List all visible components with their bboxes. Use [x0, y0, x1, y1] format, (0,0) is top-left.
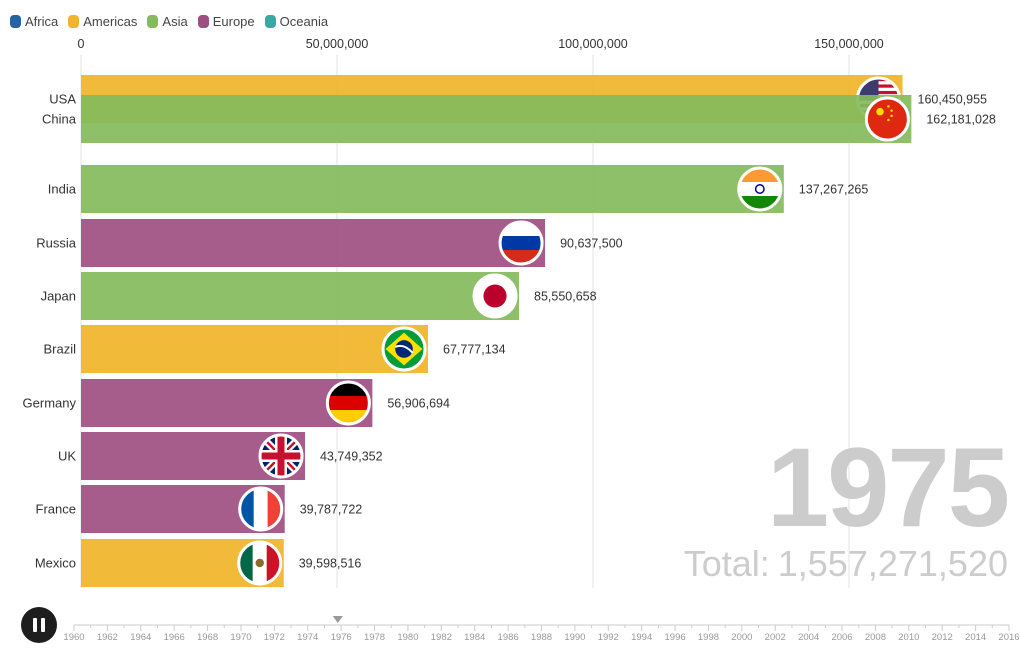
value-label: 56,906,694 [387, 397, 450, 411]
bars: USA 160,450,955 China 162,181,028 India 137,2… [23, 75, 996, 587]
legend-label: Africa [25, 13, 59, 29]
value-label: 67,777,134 [443, 343, 506, 357]
timeline-year-label: 1968 [197, 632, 218, 643]
timeline-year-label: 1970 [230, 632, 251, 643]
bar-chart: 0 50,000,000 100,000,000 150,000,000 USA 160,… [23, 37, 996, 588]
timeline-year-label: 2006 [831, 632, 852, 643]
value-label: 39,598,516 [299, 557, 362, 571]
bar-rect[interactable] [81, 272, 520, 320]
category-label: USA [49, 92, 76, 107]
category-label: Russia [36, 236, 77, 251]
timeline-year-label: 1974 [297, 632, 318, 643]
timeline-year-label: 1994 [631, 632, 652, 643]
current-year-label: 1975 [766, 425, 1010, 550]
timeline-year-label: 1998 [698, 632, 719, 643]
bar-brazil[interactable]: Brazil 67,777,134 [43, 325, 506, 373]
category-label: France [36, 502, 76, 517]
timeline-year-label: 2000 [731, 632, 752, 643]
bar-germany[interactable]: Germany 56,906,694 [23, 379, 450, 427]
legend-swatch [10, 14, 21, 28]
bar-uk[interactable]: UK 43,749,352 [58, 432, 383, 480]
total-prefix: Total: [683, 543, 770, 584]
category-label: Germany [23, 396, 77, 411]
timeline-year-label: 1966 [164, 632, 185, 643]
timeline-year-label: 1972 [264, 632, 285, 643]
x-tick-label: 150,000,000 [814, 37, 884, 51]
legend-label: Americas [83, 13, 138, 29]
legend-item-oceania[interactable]: Oceania [264, 13, 329, 29]
category-label: India [48, 182, 77, 197]
bar-china[interactable]: China 162,181,028 [42, 95, 996, 143]
bar-mexico[interactable]: Mexico 39,598,516 [35, 539, 362, 587]
value-label: 137,267,265 [799, 183, 869, 197]
bar-rect[interactable] [81, 165, 784, 213]
grid [80, 55, 850, 588]
timeline-year-label: 1996 [665, 632, 686, 643]
bar-japan[interactable]: Japan 85,550,658 [41, 272, 597, 320]
bar-rect[interactable] [81, 379, 373, 427]
category-label: UK [58, 449, 76, 464]
total-value: 1,557,271,520 [777, 543, 1008, 584]
bar-rect[interactable] [81, 325, 429, 373]
timeline-slider[interactable]: 1960 1962 1964 1966 1968 1970 1972 1974 1976 1978… [0, 610, 1020, 650]
category-label: Mexico [35, 556, 76, 571]
x-tick-label: 100,000,000 [558, 37, 628, 51]
legend: Africa Americas Asia Europe Oceania [10, 12, 328, 30]
legend-item-africa[interactable]: Africa [10, 14, 58, 29]
bar-rect[interactable] [81, 95, 912, 143]
category-label: Brazil [43, 342, 76, 357]
timeline-year-label: 1980 [397, 632, 418, 643]
x-tick-label: 50,000,000 [306, 37, 369, 51]
legend-swatch [264, 14, 276, 28]
timeline-year-label: 1960 [63, 632, 84, 643]
value-label: 39,787,722 [300, 503, 363, 517]
legend-swatch [147, 14, 159, 28]
timeline-year-label: 1988 [531, 632, 552, 643]
bar-india[interactable]: India 137,267,265 [48, 165, 869, 213]
legend-label: Asia [162, 13, 188, 29]
legend-label: Oceania [279, 13, 329, 29]
legend-label: Europe [212, 13, 255, 29]
value-label: 162,181,028 [926, 113, 996, 127]
value-label: 43,749,352 [320, 450, 383, 464]
pause-button[interactable] [21, 607, 57, 643]
timeline-year-label: 2010 [898, 632, 919, 643]
legend-item-europe[interactable]: Europe [197, 13, 255, 29]
legend-item-americas[interactable]: Americas [68, 14, 137, 29]
legend-swatch [197, 14, 209, 28]
timeline-year-label: 1982 [431, 632, 452, 643]
category-label: Japan [41, 289, 76, 304]
pause-icon-bar [41, 618, 45, 632]
timeline-year-label: 1992 [598, 632, 619, 643]
timeline-year-label: 2004 [798, 632, 819, 643]
category-label: China [42, 112, 77, 127]
timeline-handle[interactable] [332, 616, 343, 623]
timeline-year-label: 2002 [765, 632, 786, 643]
timeline-year-label: 1986 [498, 632, 519, 643]
timeline-year-label: 2016 [998, 632, 1019, 643]
timeline-year-label: 1990 [564, 632, 585, 643]
legend-item-asia[interactable]: Asia [147, 13, 188, 29]
timeline-year-label: 1962 [97, 632, 118, 643]
pause-icon [33, 618, 37, 632]
value-label: 85,550,658 [534, 290, 597, 304]
timeline-year-label: 1976 [331, 632, 352, 643]
timeline-year-label: 2008 [865, 632, 886, 643]
timeline-year-label: 1984 [464, 632, 485, 643]
timeline-year-label: 1964 [130, 632, 151, 643]
x-tick-label: 0 [78, 37, 85, 51]
bar-rect[interactable] [81, 219, 546, 267]
bar-russia[interactable]: Russia 90,637,500 [36, 219, 623, 267]
timeline-year-label: 1978 [364, 632, 385, 643]
value-label: 90,637,500 [560, 237, 623, 251]
bar-france[interactable]: France 39,787,722 [36, 485, 363, 533]
timeline-year-label: 2012 [932, 632, 953, 643]
timeline-year-label: 2014 [965, 632, 986, 643]
total-population-label: Total: 1,557,271,520 [684, 546, 1008, 582]
legend-swatch [68, 14, 80, 28]
value-label: 160,450,955 [918, 93, 988, 107]
